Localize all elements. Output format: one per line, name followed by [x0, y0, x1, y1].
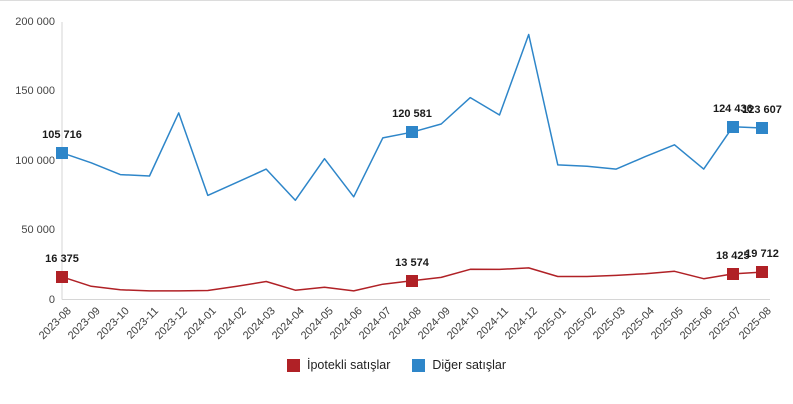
data-point-marker-ipotekli-2023-08[interactable] [56, 270, 68, 283]
data-point-marker-diger-2025-08[interactable] [756, 121, 768, 134]
y-tick-label: 200 000 [15, 16, 55, 28]
y-tick-label: 100 000 [15, 154, 55, 167]
data-label-diger-2024-08: 120 581 [392, 108, 432, 121]
data-point-marker-ipotekli-2025-08[interactable] [756, 266, 768, 279]
data-label-ipotekli-2025-07: 18 425 [716, 249, 750, 262]
top-divider [0, 0, 793, 1]
data-label-ipotekli-2023-08: 16 375 [45, 252, 79, 265]
data-point-marker-diger-2023-08[interactable] [56, 146, 68, 159]
y-tick-label: 0 [48, 293, 55, 306]
data-point-marker-ipotekli-2025-07[interactable] [726, 267, 739, 280]
legend-item-diger-satislar[interactable]: Diğer satışlar [412, 358, 506, 372]
data-label-diger-2023-08: 105 716 [42, 128, 82, 141]
y-tick-label: 50 000 [21, 224, 55, 237]
legend-swatch-ipotekli-icon [286, 358, 300, 372]
legend: İpotekli satışlar Diğer satışlar [0, 358, 793, 372]
legend-item-ipotekli-satislar[interactable]: İpotekli satışlar [286, 358, 391, 372]
legend-label-diger: Diğer satışlar [432, 358, 506, 372]
data-point-marker-diger-2024-08[interactable] [406, 126, 418, 139]
data-label-ipotekli-2025-08: 19 712 [745, 248, 779, 261]
legend-swatch-diger-icon [412, 358, 426, 372]
data-label-diger-2025-08: 123 607 [742, 103, 782, 116]
legend-label-ipotekli: İpotekli satışlar [306, 358, 391, 372]
data-label-diger-2025-07: 124 436 [712, 102, 753, 115]
data-point-marker-ipotekli-2024-08[interactable] [406, 274, 418, 287]
y-tick-label: 150 000 [15, 85, 55, 98]
data-label-ipotekli-2024-08: 13 574 [395, 256, 429, 269]
data-point-marker-diger-2025-07[interactable] [726, 120, 739, 133]
